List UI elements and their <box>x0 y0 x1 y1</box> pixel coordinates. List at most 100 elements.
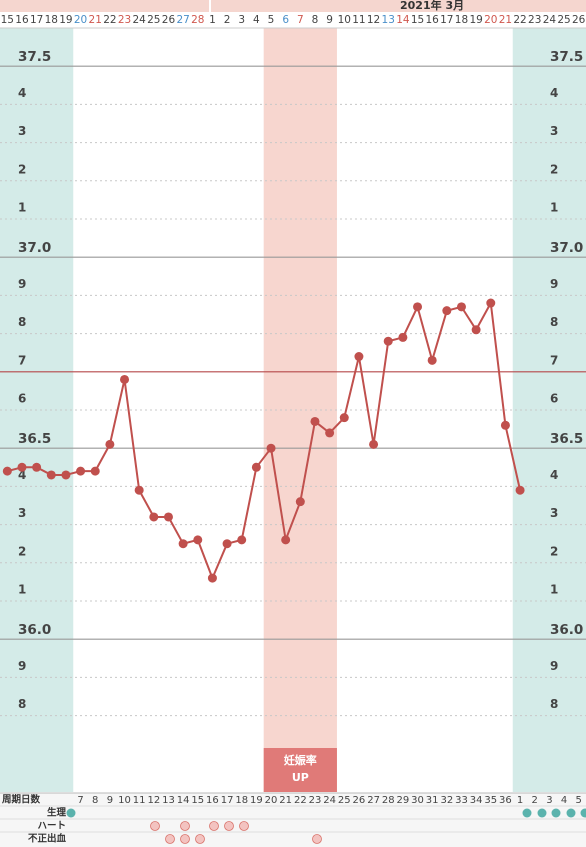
cycle-day: 29 <box>397 795 410 806</box>
y-tick-label: 7 <box>550 353 558 367</box>
date-label: 25 <box>557 14 570 26</box>
temperature-point <box>486 298 496 308</box>
row-label: ハート <box>37 821 66 832</box>
temperature-point <box>310 416 320 426</box>
date-label: 23 <box>528 14 541 26</box>
temperature-point <box>105 439 115 449</box>
date-label: 3 <box>238 14 245 26</box>
y-tick-label: 8 <box>550 697 558 711</box>
date-label: 16 <box>15 14 29 26</box>
date-label: 1 <box>209 14 216 26</box>
cycle-day: 12 <box>147 795 160 806</box>
y-tick-label: 3 <box>18 124 26 138</box>
cycle-day: 30 <box>411 795 424 806</box>
period-icon <box>66 808 76 818</box>
temperature-point <box>295 497 305 507</box>
y-tick-label: 8 <box>550 315 558 329</box>
row-label: 周期日数 <box>2 794 41 806</box>
row-label: 生理 <box>47 807 67 819</box>
temperature-point <box>339 413 349 423</box>
cycle-day: 3 <box>546 795 552 806</box>
month-header: 2021年 3月 <box>400 0 464 12</box>
y-tick-label: 1 <box>550 201 558 215</box>
backgrounds: 妊娠率 UP <box>0 28 586 792</box>
date-label: 26 <box>572 14 586 26</box>
y-tick-label: 6 <box>550 392 558 406</box>
header-bar <box>0 0 586 12</box>
cycle-day: 14 <box>177 795 190 806</box>
y-tick-label: 9 <box>18 659 26 673</box>
row-label: 不正出血 <box>28 833 67 845</box>
y-tick-label: 36.0 <box>550 622 583 638</box>
cycle-day: 27 <box>367 795 380 806</box>
cycle-day: 26 <box>353 795 366 806</box>
temperature-point <box>237 535 247 545</box>
temperature-point <box>500 420 510 430</box>
y-tick-label: 3 <box>550 124 558 138</box>
date-label: 7 <box>297 14 304 26</box>
date-label: 18 <box>455 14 468 26</box>
date-label: 26 <box>162 14 176 26</box>
cycle-day: 22 <box>294 795 307 806</box>
temperature-point <box>383 336 393 346</box>
y-tick-label: 3 <box>18 506 26 520</box>
cycle-day: 4 <box>561 795 567 806</box>
date-label: 20 <box>484 14 497 26</box>
record-area <box>0 793 586 847</box>
cycle-day: 31 <box>426 795 439 806</box>
y-tick-label: 36.0 <box>18 622 51 638</box>
y-tick-label: 4 <box>550 86 558 100</box>
temperature-point <box>456 302 466 312</box>
temperature-point <box>442 306 452 316</box>
date-label: 21 <box>89 14 102 26</box>
date-label: 11 <box>352 14 365 26</box>
temperature-point <box>251 462 261 472</box>
date-label: 22 <box>513 14 526 26</box>
date-label: 27 <box>176 14 189 26</box>
date-label: 17 <box>30 14 43 26</box>
band <box>512 28 586 792</box>
y-tick-label: 9 <box>18 277 26 291</box>
grid: 15 16 17 18 19 20 21 22 23 24 25 26 27 28 1 2 3 4 5 6 7 8 9 10 1… <box>0 14 586 717</box>
annotation: 妊娠率 <box>284 753 317 767</box>
heart-icons <box>150 821 249 831</box>
date-label: 4 <box>253 14 260 26</box>
temperature-point <box>120 374 130 384</box>
temperature-point <box>354 352 364 362</box>
y-tick-label: 36.5 <box>18 431 51 447</box>
y-tick-label: 4 <box>18 86 26 100</box>
y-tick-label: 37.5 <box>18 49 51 65</box>
date-label: 15 <box>1 14 14 26</box>
cycle-day: 25 <box>338 795 351 806</box>
annotation-box <box>263 748 337 792</box>
temperature-point <box>471 325 481 335</box>
date-label: 17 <box>440 14 453 26</box>
y-tick-label: 37.0 <box>18 240 51 256</box>
date-label: 12 <box>367 14 380 26</box>
y-tick-label: 37.0 <box>550 240 583 256</box>
temperature-point <box>325 428 335 438</box>
y-tick-label: 2 <box>550 162 558 176</box>
cycle-day: 34 <box>470 795 483 806</box>
marks <box>2 298 525 583</box>
temperature-point <box>281 535 291 545</box>
y-tick-label: 36.5 <box>550 431 583 447</box>
date-label: 18 <box>45 14 58 26</box>
cycle-day: 10 <box>118 795 131 806</box>
date-label: 8 <box>312 14 319 26</box>
y-tick-label: 1 <box>550 583 558 597</box>
cycle-day: 7 <box>77 795 83 806</box>
temperature-point <box>413 302 423 312</box>
y-tick-label: 7 <box>18 353 26 367</box>
date-label: 19 <box>469 14 482 26</box>
cycle-day: 23 <box>309 795 322 806</box>
date-label: 15 <box>411 14 424 26</box>
cycle-day: 16 <box>206 795 219 806</box>
date-label: 9 <box>326 14 333 26</box>
y-tick-label: 9 <box>550 659 558 673</box>
cycle-day: 28 <box>382 795 395 806</box>
temperature-point <box>76 466 86 476</box>
y-tick-label: 4 <box>18 468 26 482</box>
